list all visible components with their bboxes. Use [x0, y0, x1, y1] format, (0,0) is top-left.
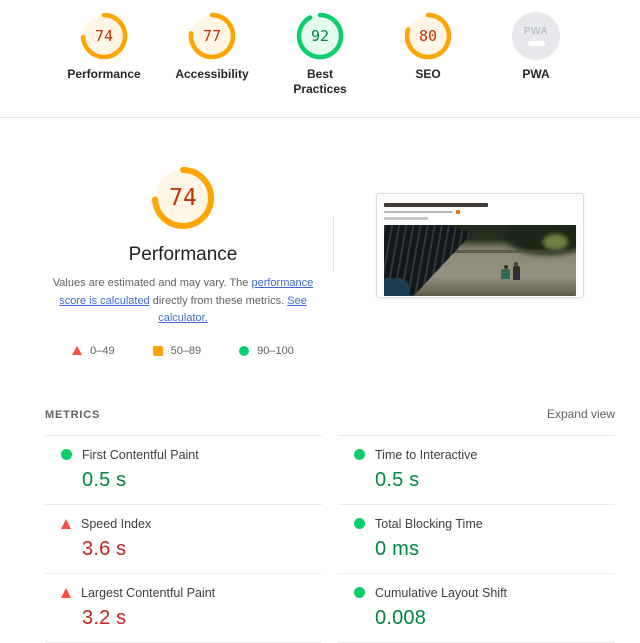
performance-score-calculated-link[interactable]: performance score is calculated [59, 277, 314, 307]
pass-circle-icon [354, 449, 365, 461]
best-practices-gauge: 92 [296, 12, 344, 60]
see-calculator-link[interactable]: See calculator. [158, 294, 307, 325]
seo-label: SEO [415, 67, 441, 81]
screenshot-text-bar [384, 210, 461, 213]
metric-value: 3.6 s [82, 537, 127, 560]
scores-header: 74 Performance 77 Accessibility 92 Best … [0, 0, 640, 118]
metric-name: First Contentful Paint [82, 447, 199, 462]
description-text: directly from these metrics. [149, 294, 288, 307]
accessibility-score: 77 [202, 27, 222, 45]
performance-gauge: 74 [80, 12, 128, 60]
vertical-divider [333, 216, 334, 272]
photo-person [501, 264, 511, 279]
metric-value: 0 ms [375, 537, 420, 560]
category-best-practices[interactable]: 92 Best Practices [281, 12, 359, 97]
gauge-fill [155, 170, 211, 226]
legend-pass: 90–100 [239, 345, 294, 357]
metric-name: Cumulative Layout Shift [375, 585, 508, 600]
pass-circle-icon [239, 345, 250, 356]
gauge-fill [191, 15, 233, 57]
description-text: Values are estimated and may vary. The [52, 277, 252, 289]
photo-wall-edge [422, 250, 576, 254]
seo-gauge: 80 [404, 12, 452, 60]
pwa-badge-text: PWA [523, 26, 549, 38]
best-practices-label: Best Practices [293, 67, 347, 96]
metric-name: Time to Interactive [375, 447, 478, 462]
category-seo[interactable]: 80 SEO [389, 12, 467, 82]
photo-car [384, 278, 409, 296]
performance-score: 74 [94, 27, 114, 45]
seo-score: 80 [418, 27, 438, 45]
page-screenshot-thumbnail[interactable] [376, 193, 584, 298]
gauge-fill [299, 15, 341, 57]
category-pwa[interactable]: PWA PWA [497, 12, 575, 82]
pwa-dash-icon [527, 41, 545, 46]
metric-name: Speed Index [81, 516, 152, 531]
photo-person [512, 261, 520, 280]
fail-triangle-icon [61, 587, 71, 598]
metrics-section: METRICS Expand view First Contentful Pai… [45, 407, 615, 643]
category-accessibility[interactable]: 77 Accessibility [173, 12, 251, 82]
performance-summary: 74 Performance Values are estimated and … [45, 166, 615, 357]
legend-pass-range: 90–100 [257, 344, 294, 357]
metrics-header: METRICS Expand view [45, 407, 615, 421]
metrics-grid: First Contentful Paint 0.5 s Time to Int… [45, 434, 615, 643]
metric-first-contentful-paint: First Contentful Paint 0.5 s [45, 434, 322, 504]
metric-time-to-interactive: Time to Interactive 0.5 s [338, 434, 615, 504]
metric-largest-contentful-paint: Largest Contentful Paint 3.2 s [45, 572, 322, 643]
section-title: Performance [128, 244, 238, 265]
accessibility-label: Accessibility [175, 67, 249, 81]
pwa-badge-icon: PWA [512, 12, 560, 60]
pass-circle-icon [354, 587, 365, 599]
photo-foliage [543, 234, 569, 251]
gauge-fill [83, 15, 125, 57]
best-practices-score: 92 [310, 27, 330, 45]
gauge-arc [188, 12, 236, 60]
expand-view-button[interactable]: Expand view [546, 406, 615, 421]
performance-summary-left: 74 Performance Values are estimated and … [45, 166, 321, 357]
average-square-icon [152, 345, 163, 356]
metric-name: Total Blocking Time [375, 516, 483, 531]
legend-fail: 0–49 [72, 344, 115, 357]
legend-fail-range: 0–49 [90, 344, 115, 357]
performance-main-gauge: 74 [151, 166, 215, 230]
metric-value: 0.5 s [375, 468, 420, 491]
metrics-heading: METRICS [45, 408, 101, 421]
score-description: Values are estimated and may vary. The p… [45, 275, 321, 328]
performance-label: Performance [67, 67, 141, 81]
metric-value: 3.2 s [82, 606, 127, 629]
pass-circle-icon [61, 449, 72, 461]
metric-cumulative-layout-shift: Cumulative Layout Shift 0.008 [338, 572, 615, 643]
screenshot-text-bar [384, 217, 429, 220]
legend-average-range: 50–89 [170, 344, 202, 357]
metric-value: 0.008 [375, 606, 427, 629]
performance-main-score: 74 [169, 185, 197, 211]
fail-triangle-icon [72, 346, 83, 356]
fail-triangle-icon [61, 518, 71, 529]
gauge-arc [80, 12, 128, 60]
report-body: 74 Performance Values are estimated and … [0, 166, 640, 643]
metric-value: 0.5 s [82, 468, 127, 491]
gauge-arc [152, 167, 214, 229]
metric-name: Largest Contentful Paint [81, 585, 216, 600]
category-performance[interactable]: 74 Performance [65, 12, 143, 82]
accessibility-gauge: 77 [188, 12, 236, 60]
pass-circle-icon [354, 518, 365, 530]
gauge-arc [296, 12, 344, 60]
score-legend: 0–49 50–89 90–100 [72, 345, 294, 357]
screenshot-photo [384, 224, 576, 296]
screenshot-headline-bar [384, 203, 488, 207]
metric-speed-index: Speed Index 3.6 s [45, 503, 322, 573]
gauge-fill [407, 15, 449, 57]
pwa-label: PWA [522, 67, 550, 81]
metric-total-blocking-time: Total Blocking Time 0 ms [338, 503, 615, 573]
legend-average: 50–89 [152, 344, 202, 357]
gauge-arc [404, 12, 452, 60]
